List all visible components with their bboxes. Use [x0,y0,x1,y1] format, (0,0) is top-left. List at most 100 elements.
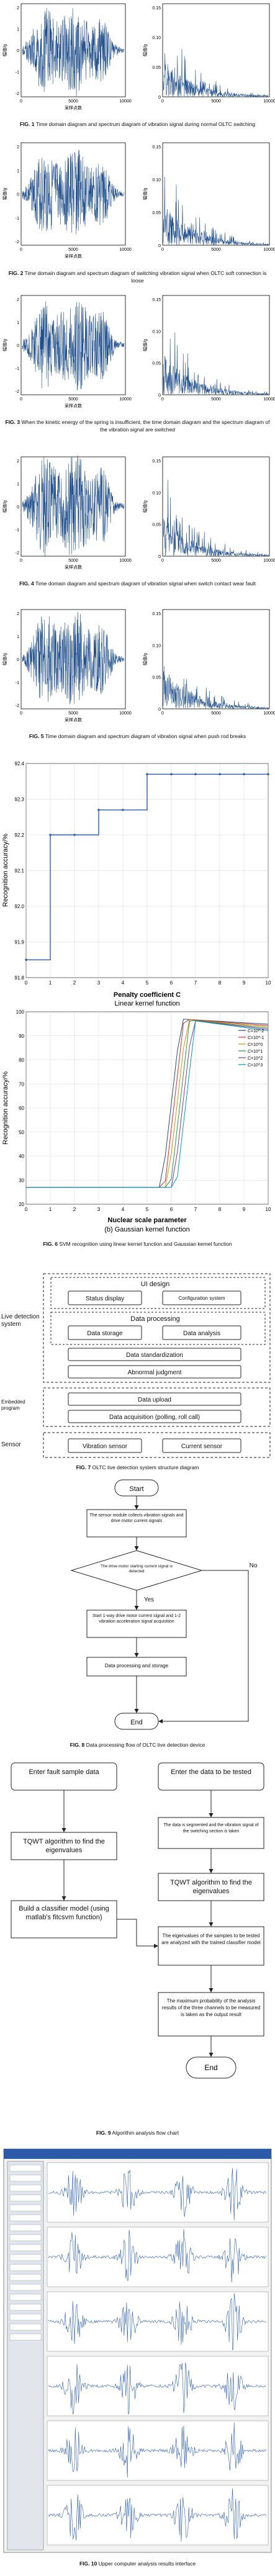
fig7-caption-text: OLTC live detection system structure dia… [92,1464,199,1470]
fig6a-ytick: 92.1 [14,868,24,874]
data-processing-frame [50,1312,266,1345]
embedded-program-frame [43,1387,271,1427]
fig3-caption-label: FIG. 3 [5,419,20,425]
fig9-left-box1 [11,1762,117,1791]
fig1-freq-spectrum [163,48,269,98]
fig3-freq-ytick: 0.15 [152,298,161,302]
fig6-caption: FIG. 6 SVM recognition using linear kern… [4,1240,271,1248]
fig10-signal-panel [47,2356,269,2416]
fig9-right5-label: The maximum probability of the analysis … [161,1998,261,2017]
embedded-program-label: Embedded program [1,1399,25,1411]
figure-7: UI design Status display Configuration s… [0,1270,275,1475]
fig2-time-xlabel: 采样点数 [65,253,82,259]
fig1-time-ytick: -2 [16,92,19,96]
fig1-freq-xtick: 10000 [263,99,275,104]
fig6b-ytick: 90 [19,1034,24,1039]
fig9-left1-label: Enter fault sample data [29,1768,99,1776]
fig9-caption-label: FIG. 9 [96,2130,111,2136]
fig6a-point [219,773,221,776]
fig6a-point [97,808,100,811]
fig5-time-ytick: 0 [17,658,19,662]
fig6-caption-text: SVM recognition using linear kernel func… [59,1241,232,1247]
fig10-side-control [9,2304,42,2311]
fig6b-legend-entry: C=10^1 [248,1050,263,1054]
fig6b-gaussian-kernel-chart: 20 30 40 50 60 70 80 90 100 0 1 2 3 4 5 6 7 8 9 10 C=10^-2… [2,1009,271,1233]
fig6a-xtick: 1 [49,980,52,986]
fig6a-xtick: 2 [73,980,76,986]
fig6a-xtick: 5 [146,980,149,986]
fig1-caption-label: FIG. 1 [19,121,35,127]
fig6b-xtick: 3 [97,1207,101,1212]
fig9-right-box3 [158,1873,264,1901]
fig5-freq-frame [162,609,270,709]
live-detection-frame [43,1273,271,1383]
fig10-side-control [9,2244,42,2251]
data-storage-label: Data storage [87,1330,123,1337]
fig4-freq-xtick: 0 [161,559,164,563]
fig4-time-ytick: -2 [16,551,19,556]
fig4-caption-label: FIG. 4 [19,580,34,587]
fig10-side-control [9,2204,42,2212]
fig6b-xtick: 6 [170,1207,173,1212]
fig3-time-ytick: -2 [16,390,19,394]
fig8-caption-label: FIG. 8 [70,1742,85,1748]
fig10-side-control [9,2224,42,2231]
fig6b-legend: C=10^-2 C=10^-1 C=10^0 C=10^1 C=10^2 C=10^3 [238,1029,264,1068]
fig6b-xtick: 8 [219,1207,222,1212]
ui-design-frame [50,1277,266,1309]
fig3-time-ylabel: 幅值/g [2,339,7,351]
fig5-time-ylabel: 幅值/g [2,653,7,665]
fig3-freq-ytick: 0.10 [152,330,161,334]
figure-2: 2 1 0 -1 -2 0 5000 10000 采样点数 幅值/g 0.15 0.10 0.05 0 0… [0,139,275,288]
fig6a-ytick: 91.9 [14,940,24,945]
fig6b-legend-entry: C=10^0 [248,1043,263,1047]
fig1-time-ytick: -1 [16,71,19,75]
fig4-freq-ylabel: 幅值/g [142,500,148,513]
fig10-side-controls [9,2164,42,2341]
fig1-time-xlabel: 采样点数 [65,105,82,110]
fig6b-xtick: 9 [243,1207,246,1212]
fig6b-series [26,1019,269,1188]
fig6a-ytick: 92.4 [14,761,24,767]
status-display-box [68,1290,142,1305]
current-sensor-box [162,1438,241,1453]
figure-3: 2 1 0 -1 -2 0 5000 10000 采样点数 幅值/g 0.15 0.10 0.05 0 0… [0,292,275,447]
data-processing-label: Data processing [130,1315,180,1323]
fig9-right-box1 [158,1762,264,1791]
fig6b-xtick: 5 [146,1207,149,1212]
fig6b-xtick: 2 [73,1207,76,1212]
fig6b-legend-entry: C=10^-1 [248,1036,264,1040]
fig8-no-label: No [250,1562,258,1569]
fig1-time-xtick: 5000 [68,99,78,104]
fig10-side-control [9,2284,42,2291]
fig3-time-ytick: -1 [16,367,19,371]
fig10-title-bar [4,2149,271,2159]
fig6b-xlabel: Nuclear scale parameter [107,1217,187,1224]
fig1-time-ytick: 2 [17,6,19,11]
fig5-freq-ytick: 0.15 [152,612,161,616]
fig9-left-box2 [11,1832,117,1860]
fig1-time-ylabel: 幅值/g [2,44,7,56]
fig6b-xtick: 0 [25,1207,28,1212]
data-upload-label: Data upload [138,1397,171,1403]
fig6a-accuracy-line [26,773,268,960]
fig5-time-xtick: 10000 [119,711,132,716]
fig2-spectrum-chart: 0.15 0.10 0.05 00 5000 10000 幅值/g [142,142,275,252]
fig5-time-xtick: 5000 [68,711,78,716]
data-storage-box [68,1325,142,1340]
fig9-left3-label: Build a classifier model (using matlab's… [19,1905,109,1921]
fig10-signal-trace [48,2168,266,2220]
fig10-side-control [9,2234,42,2241]
fig2-freq-spectrum [163,176,269,246]
fig6b-ytick: 40 [19,1154,24,1160]
fig10-side-control [9,2294,42,2301]
figure-4: 2 1 0 -1 -2 0 5000 10000 采样点数 幅值/g 0.15 0.10 0.05 0 0… [0,453,275,602]
fig3-freq-frame [162,295,270,395]
